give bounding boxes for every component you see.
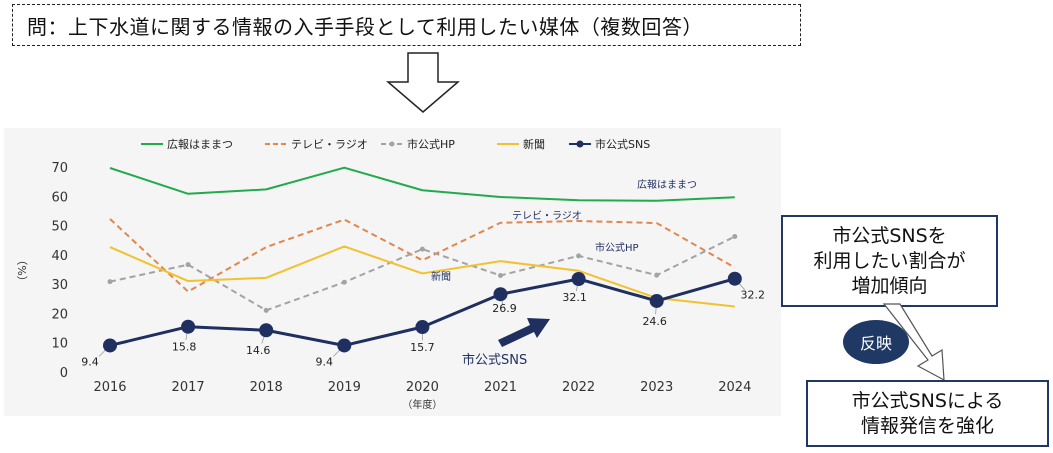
y-tick-label: 40: [51, 249, 68, 264]
legend-marker: [389, 141, 395, 147]
data-label: 32.2: [741, 289, 766, 302]
y-tick-label: 30: [51, 278, 68, 293]
y-tick-label: 70: [51, 161, 68, 176]
down-arrow-outline-icon: [882, 303, 945, 382]
legend-label: 広報はままつ: [167, 138, 233, 151]
result-text: 市公式SNSによる 情報発信を強化: [851, 389, 1004, 437]
data-label: 9.4: [316, 355, 334, 368]
y-tick-label: 0: [60, 366, 68, 381]
data-point: [576, 253, 582, 259]
data-point: [415, 320, 430, 335]
y-axis-label: （%）: [16, 254, 29, 286]
x-tick-label: 2019: [328, 380, 361, 395]
data-point: [498, 272, 503, 278]
y-tick-label: 50: [51, 220, 68, 235]
data-point: [341, 279, 347, 285]
data-point: [263, 307, 269, 313]
data-label: 14.6: [246, 344, 271, 357]
series-annotation: 市公式HP: [595, 241, 639, 254]
data-point: [181, 319, 196, 334]
reflect-text: 反映: [859, 334, 892, 353]
data-label: 32.1: [562, 291, 587, 304]
line-chart: 0 10 20 30 40 50 60 70 （%） 2016 2017 2018 2019 2020 20…: [16, 137, 766, 411]
legend-marker: [576, 140, 584, 148]
series-annotation: 市公式SNS: [462, 352, 527, 368]
legend-label: 市公式HP: [407, 137, 455, 151]
data-label: 15.7: [410, 341, 435, 354]
trend-arrow-icon: [498, 318, 550, 347]
series-line: [109, 166, 735, 202]
y-tick-label: 20: [51, 307, 68, 322]
legend-label: テレビ・ラジオ: [291, 138, 368, 151]
data-point: [727, 271, 742, 286]
data-point: [654, 272, 660, 278]
series-annotation: 広報はままつ: [637, 178, 697, 191]
x-tick-label: 2021: [484, 380, 517, 395]
x-axis-label: （年度）: [402, 398, 442, 411]
data-point: [337, 338, 352, 353]
data-label: 24.6: [642, 315, 667, 328]
x-tick-label: 2022: [562, 380, 595, 395]
chart-panel: 0 10 20 30 40 50 60 70 （%） 2016 2017 2018 2019 2020 20…: [4, 128, 781, 416]
data-label: 9.4: [81, 355, 99, 368]
callout-box: 市公式SNSを 利用したい割合が 増加傾向: [781, 215, 998, 307]
y-tick-label: 10: [51, 337, 68, 352]
x-tick-label: 2023: [640, 380, 673, 395]
y-tick-label: 60: [51, 190, 68, 205]
x-tick-label: 2020: [406, 380, 439, 395]
result-box: 市公式SNSによる 情報発信を強化: [806, 380, 1049, 447]
x-tick-label: 2016: [93, 380, 126, 395]
data-point: [493, 287, 508, 302]
data-point: [419, 246, 425, 252]
x-tick-label: 2024: [718, 380, 751, 395]
down-arrow-icon: [386, 52, 460, 113]
reflect-badge: 反映: [843, 320, 909, 364]
series-annotation: 新聞: [431, 270, 451, 283]
question-text: 問：上下水道に関する情報の入手手段として利用したい媒体（複数回答）: [27, 14, 703, 39]
series-line: [109, 245, 735, 308]
data-point: [185, 262, 191, 268]
data-label: 15.8: [172, 341, 197, 354]
question-box: 問：上下水道に関する情報の入手手段として利用したい媒体（複数回答）: [12, 4, 801, 46]
series-line: [109, 218, 736, 293]
data-label: 26.9: [492, 302, 517, 315]
data-point: [103, 338, 117, 353]
data-point: [571, 271, 586, 286]
callout-text: 市公式SNSを 利用したい割合が 増加傾向: [813, 224, 966, 297]
legend-label: 市公式SNS: [595, 137, 650, 151]
data-point: [259, 323, 274, 338]
data-point: [732, 234, 738, 240]
data-point: [649, 293, 664, 308]
series-annotation: テレビ・ラジオ: [512, 210, 582, 222]
x-tick-label: 2018: [250, 380, 283, 395]
data-point: [107, 279, 113, 285]
legend-label: 新聞: [523, 137, 545, 151]
x-tick-label: 2017: [172, 380, 205, 395]
